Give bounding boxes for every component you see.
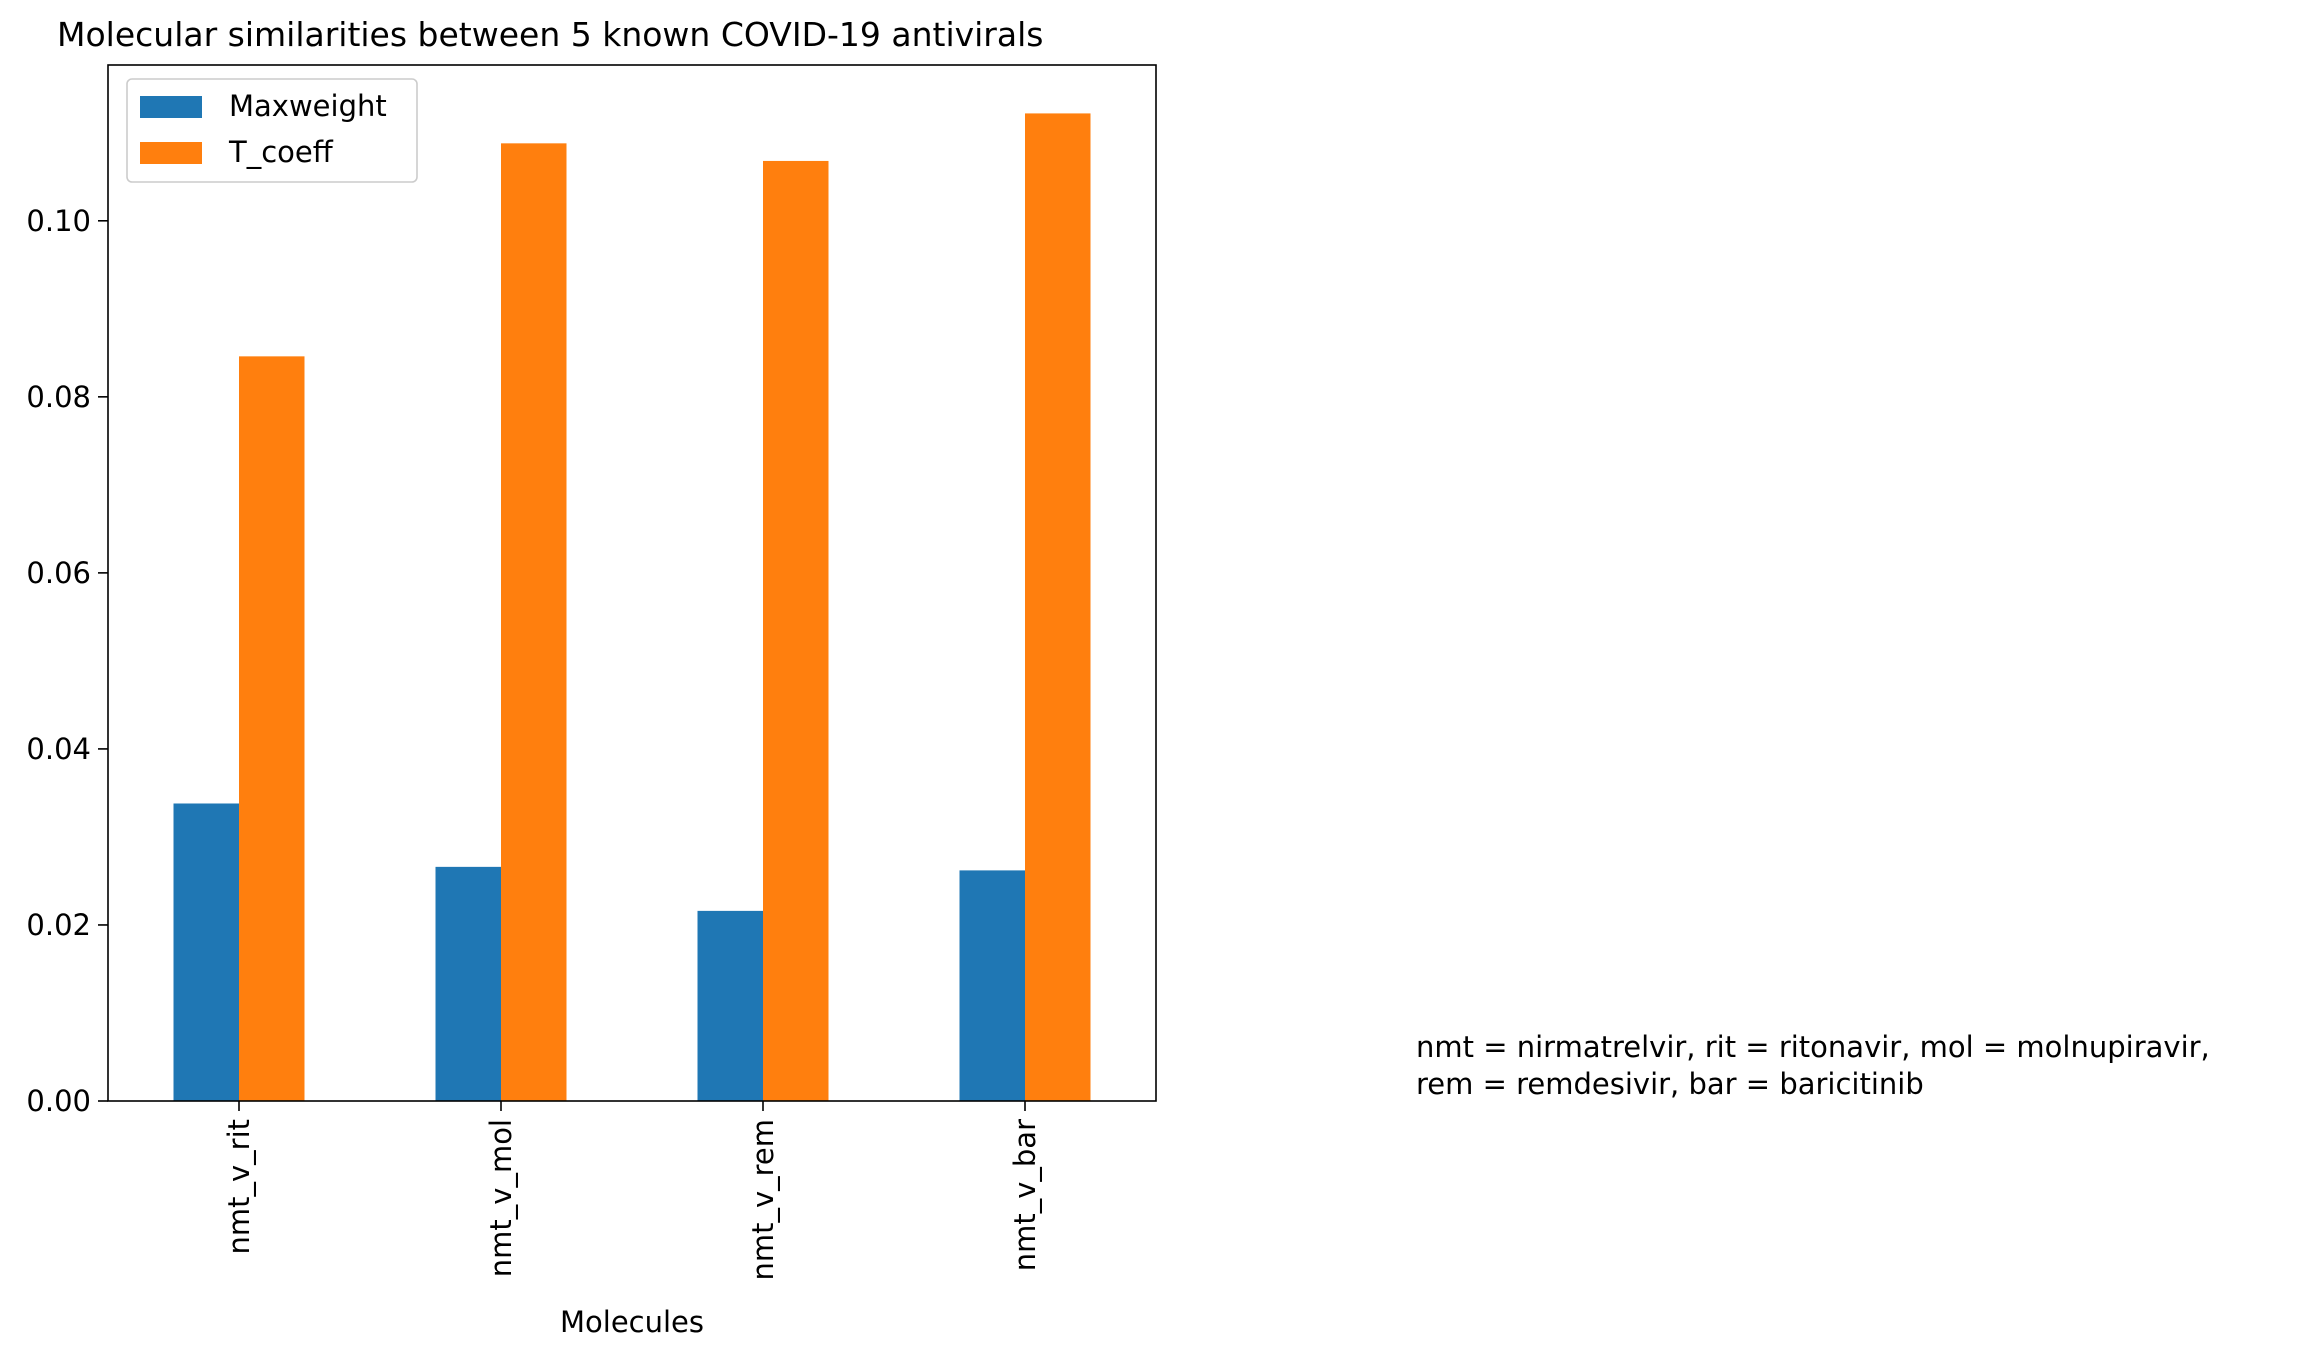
legend-swatch-maxweight xyxy=(140,96,202,118)
bar-t-coeff-nmt-v-rem xyxy=(763,160,829,1101)
bar-maxweight-nmt-v-rem xyxy=(697,910,763,1101)
legend-label-t-coeff: T_coeff xyxy=(228,135,334,169)
bar-maxweight-nmt-v-bar xyxy=(959,870,1025,1101)
plot-frame xyxy=(107,64,1157,1102)
y-tick-label-0-08: 0.08 xyxy=(26,380,91,414)
y-tick-label-0-02: 0.02 xyxy=(26,908,91,942)
y-tick-label-0-04: 0.04 xyxy=(26,732,91,766)
chart-title: Molecular similarities between 5 known C… xyxy=(57,15,1043,54)
x-tick-label-nmt-v-rit: nmt_v_rit xyxy=(222,1119,256,1255)
y-tick-label-0-00: 0.00 xyxy=(26,1084,91,1118)
abbreviation-note-line-1: nmt = nirmatrelvir, rit = ritonavir, mol… xyxy=(1416,1030,2210,1064)
y-tick-label-0-06: 0.06 xyxy=(26,556,91,590)
bar-maxweight-nmt-v-rit xyxy=(173,803,239,1101)
x-tick-label-nmt-v-rem: nmt_v_rem xyxy=(746,1119,780,1281)
legend-label-maxweight: Maxweight xyxy=(229,89,387,123)
x-axis: nmt_v_rit nmt_v_mol nmt_v_rem nmt_v_bar xyxy=(222,1101,1042,1281)
legend: Maxweight T_coeff xyxy=(126,78,418,183)
x-axis-label: Molecules xyxy=(560,1305,704,1339)
x-tick-label-nmt-v-bar: nmt_v_bar xyxy=(1008,1119,1042,1271)
y-axis: 0.00 0.02 0.04 0.06 0.08 0.10 xyxy=(26,204,108,1118)
bar-t-coeff-nmt-v-bar xyxy=(1025,113,1091,1102)
x-tick-label-nmt-v-mol: nmt_v_mol xyxy=(484,1119,518,1277)
bar-maxweight-nmt-v-mol xyxy=(435,866,501,1101)
legend-swatch-t-coeff xyxy=(140,142,202,164)
abbreviation-note-line-2: rem = remdesivir, bar = baricitinib xyxy=(1416,1067,1924,1101)
bars-layer xyxy=(173,113,1091,1102)
bar-t-coeff-nmt-v-mol xyxy=(501,143,567,1102)
y-tick-label-0-10: 0.10 xyxy=(26,204,91,238)
bar-t-coeff-nmt-v-rit xyxy=(239,356,305,1101)
